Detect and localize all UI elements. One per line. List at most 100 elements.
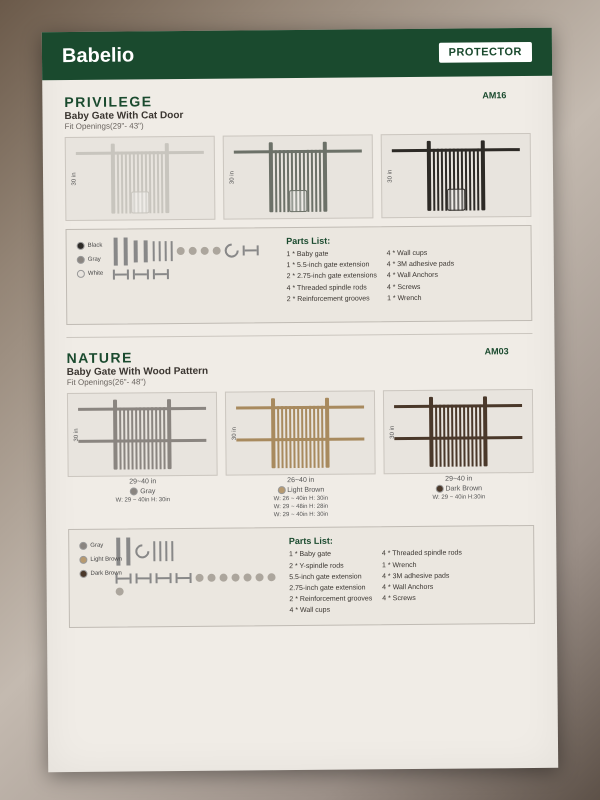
parts-item: 4 * Wall Anchors — [387, 270, 454, 282]
protector-badge: PROTECTOR — [439, 42, 533, 63]
swatch-icon — [79, 556, 87, 564]
parts-item: 4 * Screws — [382, 593, 462, 605]
wallcup-icon — [213, 247, 221, 255]
parts-item: 1 * Baby gate — [286, 248, 376, 260]
gate-width: 29~40 in — [129, 478, 156, 485]
wrench-icon — [132, 542, 152, 562]
parts-item: 1 * Wrench — [382, 559, 462, 571]
parts-box: Black Gray White — [65, 225, 532, 325]
rod-icon — [165, 241, 167, 261]
parts-item: 1 * Baby gate — [289, 549, 372, 561]
gate-height-label: 30 in — [230, 171, 236, 184]
parts-item: 2 * 2.75-inch gate extensions — [287, 271, 377, 283]
rod-icon — [159, 542, 161, 562]
gate-illustration: 30 in — [381, 133, 532, 218]
gate-color-name: Light Brown — [277, 486, 324, 494]
parts-diagram: Gray Light Brown Dark Brown — [79, 537, 279, 619]
swatch-icon — [79, 542, 87, 550]
parts-item: 5.5-inch gate extension — [289, 571, 372, 583]
swatch-icon — [277, 486, 285, 494]
parts-col-left: 1 * Baby gate 2 * Y-spindle rods 5.5-inc… — [289, 549, 372, 617]
rod-icon — [171, 241, 173, 261]
parts-item: 4 * Screws — [387, 281, 454, 293]
wallcup-icon — [189, 247, 197, 255]
swatch-icon — [79, 570, 87, 578]
gate-variant: 30 in — [381, 133, 532, 218]
parts-item: 1 * Wrench — [387, 292, 454, 304]
spindle-icon — [136, 574, 152, 584]
parts-item: 2 * Reinforcement grooves — [287, 293, 377, 305]
parts-item: 4 * Wall cups — [387, 248, 454, 260]
parts-list-title: Parts List: — [286, 234, 520, 246]
swatch-icon — [130, 487, 138, 495]
parts-col-right: 4 * Wall cups 4 * 3M adhesive pads 4 * W… — [387, 248, 455, 305]
gate-illustration: 30 in — [225, 390, 376, 475]
extension-icon — [114, 238, 118, 266]
gate-width: 29~40 in — [445, 476, 472, 483]
color-option: Gray — [77, 256, 103, 264]
gate-specs: W: 29 ~ 40in H: 30in — [116, 497, 170, 505]
parts-item: 4 * 3M adhesive pads — [382, 570, 462, 582]
gate-height-label: 30 in — [388, 170, 394, 183]
gate-color-name: Gray — [130, 487, 155, 495]
model-code: AM03 — [485, 346, 509, 356]
cat-door-icon — [131, 191, 149, 213]
swatch-icon — [77, 256, 85, 264]
gate-illustration: 30 in — [383, 389, 534, 474]
wallcup-icon — [201, 247, 209, 255]
brand-logo: Babelio — [62, 44, 134, 68]
extension-icon — [126, 538, 130, 566]
wallcup-icon — [220, 574, 228, 582]
parts-item: 4 * 3M adhesive pads — [387, 259, 454, 271]
gate-illustration: 30 in — [223, 134, 374, 219]
parts-item: 2 * Reinforcement grooves — [289, 594, 372, 606]
pad-icon — [116, 588, 124, 596]
gate-height-label: 30 in — [72, 172, 78, 185]
rod-icon — [153, 542, 155, 562]
gate-variant: 30 in — [65, 136, 216, 221]
spindle-icon — [156, 574, 172, 584]
cat-door-icon — [289, 190, 307, 212]
parts-box: Gray Light Brown Dark Brown — [68, 525, 535, 627]
gate-width: 26~40 in — [287, 477, 314, 484]
extension-icon — [124, 237, 128, 265]
rod-icon — [153, 241, 155, 261]
swatch-icon — [435, 485, 443, 493]
parts-list: Parts List: 1 * Baby gate 1 * 5.5-inch g… — [286, 234, 521, 314]
gate-illustration: 30 in — [67, 392, 218, 477]
spindle-icon — [133, 269, 149, 279]
section-privilege: AM16 PRIVILEGE Baby Gate With Cat Door F… — [64, 90, 532, 325]
gate-specs: W: 29 ~ 40in H:30in — [432, 494, 485, 502]
gate-variant: 30 in 29~40 in Dark Brown W: 29 ~ 40in H… — [383, 389, 534, 519]
pad-icon — [244, 574, 252, 582]
parts-diagram: Black Gray White — [77, 236, 277, 316]
spindle-icon — [243, 245, 259, 255]
header: Babelio PROTECTOR — [42, 28, 552, 80]
parts-icons — [115, 537, 279, 596]
gate-color-name: Dark Brown — [435, 484, 482, 492]
content: AM16 PRIVILEGE Baby Gate With Cat Door F… — [42, 76, 557, 642]
cat-door-icon — [447, 189, 465, 211]
divider — [66, 333, 532, 338]
color-option: Black — [77, 242, 103, 250]
rod-icon — [165, 542, 167, 562]
gate-variants: 30 in 29~40 in Gray W: 29 ~ 40in H: 30in — [67, 389, 534, 521]
wallcup-icon — [177, 247, 185, 255]
swatch-icon — [77, 242, 85, 250]
parts-item: 4 * Wall cups — [289, 605, 372, 617]
parts-list: Parts List: 1 * Baby gate 2 * Y-spindle … — [289, 534, 524, 616]
product-sheet: Babelio PROTECTOR AM16 PRIVILEGE Baby Ga… — [42, 28, 558, 772]
gate-variant: 30 in 29~40 in Gray W: 29 ~ 40in H: 30in — [67, 392, 218, 522]
parts-list-title: Parts List: — [289, 534, 523, 546]
rod-icon — [171, 542, 173, 562]
model-code: AM16 — [482, 90, 506, 100]
color-option: Light Brown — [79, 556, 122, 564]
parts-col-right: 4 * Threaded spindle rods 1 * Wrench 4 *… — [382, 548, 463, 616]
wallcup-icon — [232, 574, 240, 582]
extension-icon — [134, 240, 138, 262]
pad-icon — [256, 574, 264, 582]
gate-variant: 30 in 26~40 in Light Brown W: 26 ~ 40in … — [225, 390, 376, 520]
spindle-icon — [113, 269, 129, 279]
gate-illustration: 30 in — [65, 136, 216, 221]
color-option: White — [77, 270, 103, 278]
